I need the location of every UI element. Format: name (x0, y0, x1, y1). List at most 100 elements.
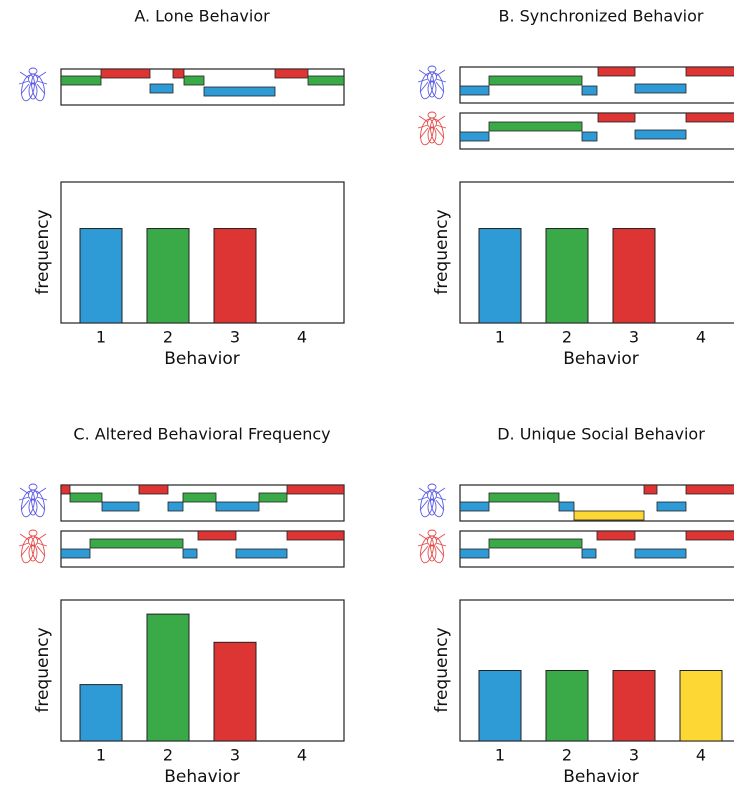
bar (612, 228, 656, 324)
fly-head (427, 529, 437, 537)
ethogram-box (60, 484, 345, 522)
ethogram-bout (60, 548, 91, 559)
ethogram-bout (197, 530, 237, 541)
ethogram-bout (307, 75, 345, 86)
panel-title: A. Lone Behavior (134, 7, 270, 26)
x-tick-label: 3 (230, 328, 240, 347)
ethogram-bout (488, 538, 583, 549)
fly-leg (418, 115, 429, 123)
fly-thorax (28, 73, 38, 85)
fly-wing (21, 74, 35, 102)
ethogram-bout (183, 75, 205, 86)
ethogram-bout (488, 121, 583, 132)
ethogram-bout (685, 484, 734, 495)
ethogram-bout (459, 548, 490, 559)
fly-leg (19, 533, 30, 541)
ethogram-bout (203, 86, 276, 97)
y-axis-label: frequency (33, 209, 53, 294)
fly-leg (435, 124, 447, 129)
fly-thorax (427, 71, 437, 83)
ethogram-bout (597, 66, 636, 77)
x-axis-label: Behavior (563, 767, 639, 787)
fly-leg (419, 545, 429, 557)
fly-thorax (427, 535, 437, 547)
ethogram-bout (286, 530, 345, 541)
x-tick-label: 1 (495, 328, 505, 347)
bar (79, 684, 123, 742)
fly-head (28, 67, 38, 75)
panel-title: B. Synchronized Behavior (499, 7, 704, 26)
ethogram-bout (235, 548, 288, 559)
ethogram-bout (581, 548, 597, 559)
fly-wing (430, 118, 444, 146)
ethogram-bout (459, 85, 490, 96)
panel: B. Synchronized Behavior 1 2 3 4 Behavior freq… (417, 7, 734, 369)
bar (545, 228, 589, 324)
panel: C. Altered Behavioral Frequency 1 2 3 4 Behav… (18, 425, 345, 787)
fly-abdomen (427, 498, 437, 516)
fly-leg (36, 542, 48, 547)
fly-wing (430, 72, 444, 100)
fly-leg (435, 545, 445, 557)
fly-leg (419, 81, 429, 93)
bar (478, 670, 522, 742)
fly-leg (36, 83, 46, 95)
x-tick-label: 4 (696, 746, 706, 765)
fly-abdomen (427, 126, 437, 144)
bar (146, 228, 190, 324)
bar (146, 613, 190, 742)
bar (612, 670, 656, 742)
fly-leg (36, 80, 48, 85)
x-tick-label: 2 (163, 328, 173, 347)
fly-leg (18, 542, 30, 547)
fly-wing (21, 490, 35, 518)
fly-leg (36, 499, 46, 511)
ethogram-bout (573, 510, 645, 521)
fly-leg (435, 69, 446, 77)
bar (679, 670, 723, 742)
fly-leg (419, 127, 429, 139)
fly-leg (417, 124, 429, 129)
fly-thorax (28, 489, 38, 501)
x-tick-label: 4 (696, 328, 706, 347)
x-axis-label: Behavior (164, 349, 240, 369)
x-tick-label: 3 (629, 746, 639, 765)
fly-wing (31, 490, 45, 518)
fly-wing (420, 490, 434, 518)
x-tick-label: 2 (562, 746, 572, 765)
fly-leg (18, 80, 30, 85)
ethogram-bout (558, 501, 575, 512)
ethogram-bout (459, 501, 490, 512)
fly-leg (19, 487, 30, 495)
fly-leg (435, 533, 446, 541)
x-tick-label: 3 (629, 328, 639, 347)
ethogram-bout (634, 129, 687, 140)
fly-leg (19, 71, 30, 79)
x-tick-label: 2 (562, 328, 572, 347)
fly-leg (435, 496, 447, 501)
fly-abdomen (427, 80, 437, 98)
ethogram-bout (182, 492, 217, 503)
x-tick-label: 4 (297, 328, 307, 347)
fly-wing (430, 490, 444, 518)
fly-leg (18, 496, 30, 501)
x-tick-label: 1 (495, 746, 505, 765)
ethogram-bout (488, 75, 583, 86)
fly-leg (417, 78, 429, 83)
ethogram-bout (596, 530, 636, 541)
fly-leg (417, 496, 429, 501)
fly-leg (36, 545, 46, 557)
ethogram-bout (258, 492, 288, 503)
fly-leg (418, 487, 429, 495)
ethogram-bout (182, 548, 198, 559)
panel: A. Lone Behavior 1 2 3 4 Behavior frequency (18, 7, 345, 369)
fly-abdomen (28, 498, 38, 516)
fly-leg (435, 499, 445, 511)
x-tick-label: 4 (297, 746, 307, 765)
fly-wing (420, 118, 434, 146)
fly-abdomen (28, 544, 38, 562)
fly-leg (435, 487, 446, 495)
fly-leg (36, 487, 47, 495)
fly-leg (20, 499, 30, 511)
